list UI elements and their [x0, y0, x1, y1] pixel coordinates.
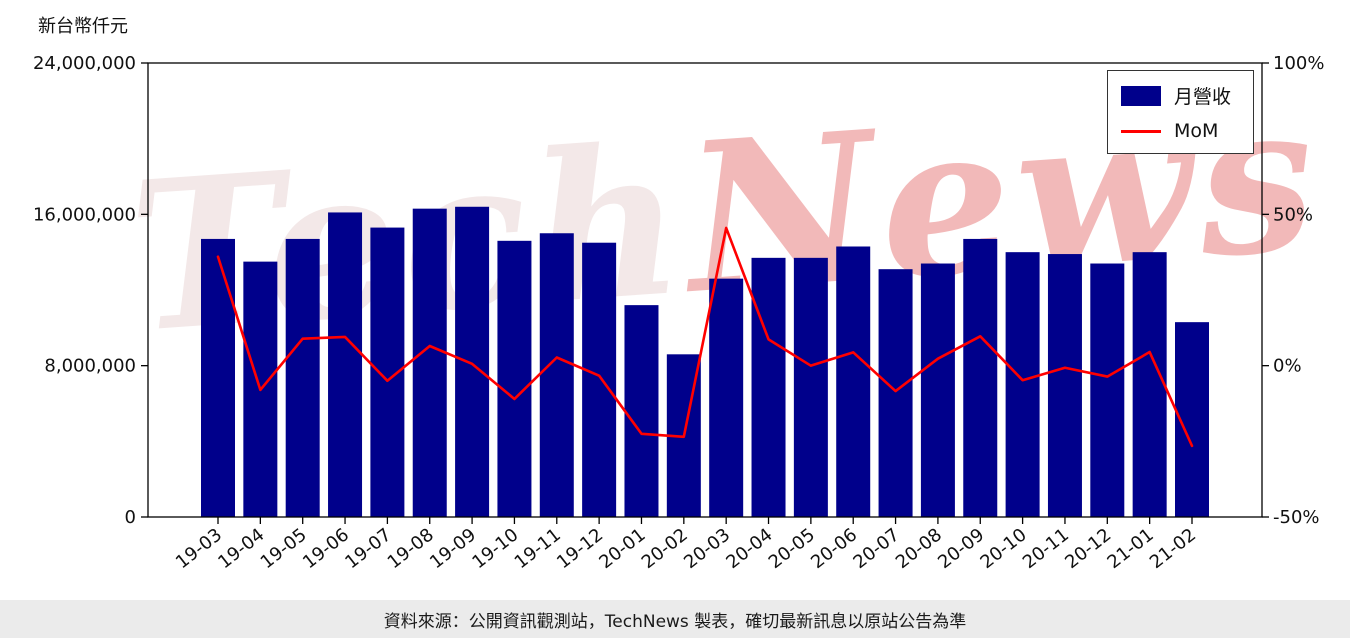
legend-mom-label: MoM [1174, 120, 1219, 142]
revenue-mom-chart: 0 8,000,000 16,000,000 24,000,000 -50% 0% 50% 1… [33, 53, 1325, 573]
legend-revenue-label: 月營收 [1174, 86, 1232, 108]
svg-text:19-12: 19-12 [553, 524, 607, 573]
svg-text:-50%: -50% [1273, 507, 1320, 528]
svg-text:50%: 50% [1273, 204, 1313, 225]
svg-text:20-01: 20-01 [595, 524, 649, 573]
svg-text:20-08: 20-08 [892, 524, 946, 573]
svg-text:20-10: 20-10 [977, 524, 1031, 573]
svg-text:8,000,000: 8,000,000 [44, 356, 136, 377]
svg-text:19-09: 19-09 [426, 524, 480, 573]
svg-text:20-04: 20-04 [722, 524, 776, 573]
svg-text:20-09: 20-09 [934, 524, 988, 573]
svg-text:20-11: 20-11 [1019, 524, 1073, 573]
svg-text:0: 0 [125, 507, 136, 528]
svg-text:20-12: 20-12 [1061, 524, 1115, 573]
svg-text:19-04: 19-04 [214, 524, 268, 573]
mom-line-swatch [1121, 129, 1161, 133]
revenue-bar-swatch [1121, 85, 1161, 106]
svg-text:19-07: 19-07 [341, 524, 395, 573]
svg-text:19-10: 19-10 [468, 524, 522, 573]
svg-text:21-01: 21-01 [1104, 524, 1158, 573]
svg-text:21-02: 21-02 [1146, 524, 1200, 573]
source-note: 資料來源：公開資訊觀測站，TechNews 製表，確切最新訊息以原站公告為準 [0, 600, 1350, 638]
svg-text:19-08: 19-08 [384, 524, 438, 573]
svg-text:20-07: 20-07 [849, 524, 903, 573]
svg-text:20-02: 20-02 [638, 524, 692, 573]
legend-item-revenue: 月營收 [1121, 82, 1240, 109]
svg-text:20-06: 20-06 [807, 524, 861, 573]
svg-text:20-03: 20-03 [680, 524, 734, 573]
svg-text:19-06: 19-06 [299, 524, 353, 573]
svg-text:24,000,000: 24,000,000 [33, 53, 136, 74]
svg-text:19-03: 19-03 [172, 524, 226, 573]
svg-text:19-11: 19-11 [511, 524, 565, 573]
svg-text:16,000,000: 16,000,000 [33, 204, 136, 225]
svg-text:20-05: 20-05 [765, 524, 819, 573]
svg-text:100%: 100% [1273, 53, 1324, 74]
y-axis-title: 新台幣仟元 [38, 16, 128, 37]
svg-text:0%: 0% [1273, 356, 1302, 377]
legend: 月營收 MoM [1107, 70, 1254, 154]
legend-item-mom: MoM [1121, 120, 1240, 142]
svg-text:19-05: 19-05 [257, 524, 311, 573]
